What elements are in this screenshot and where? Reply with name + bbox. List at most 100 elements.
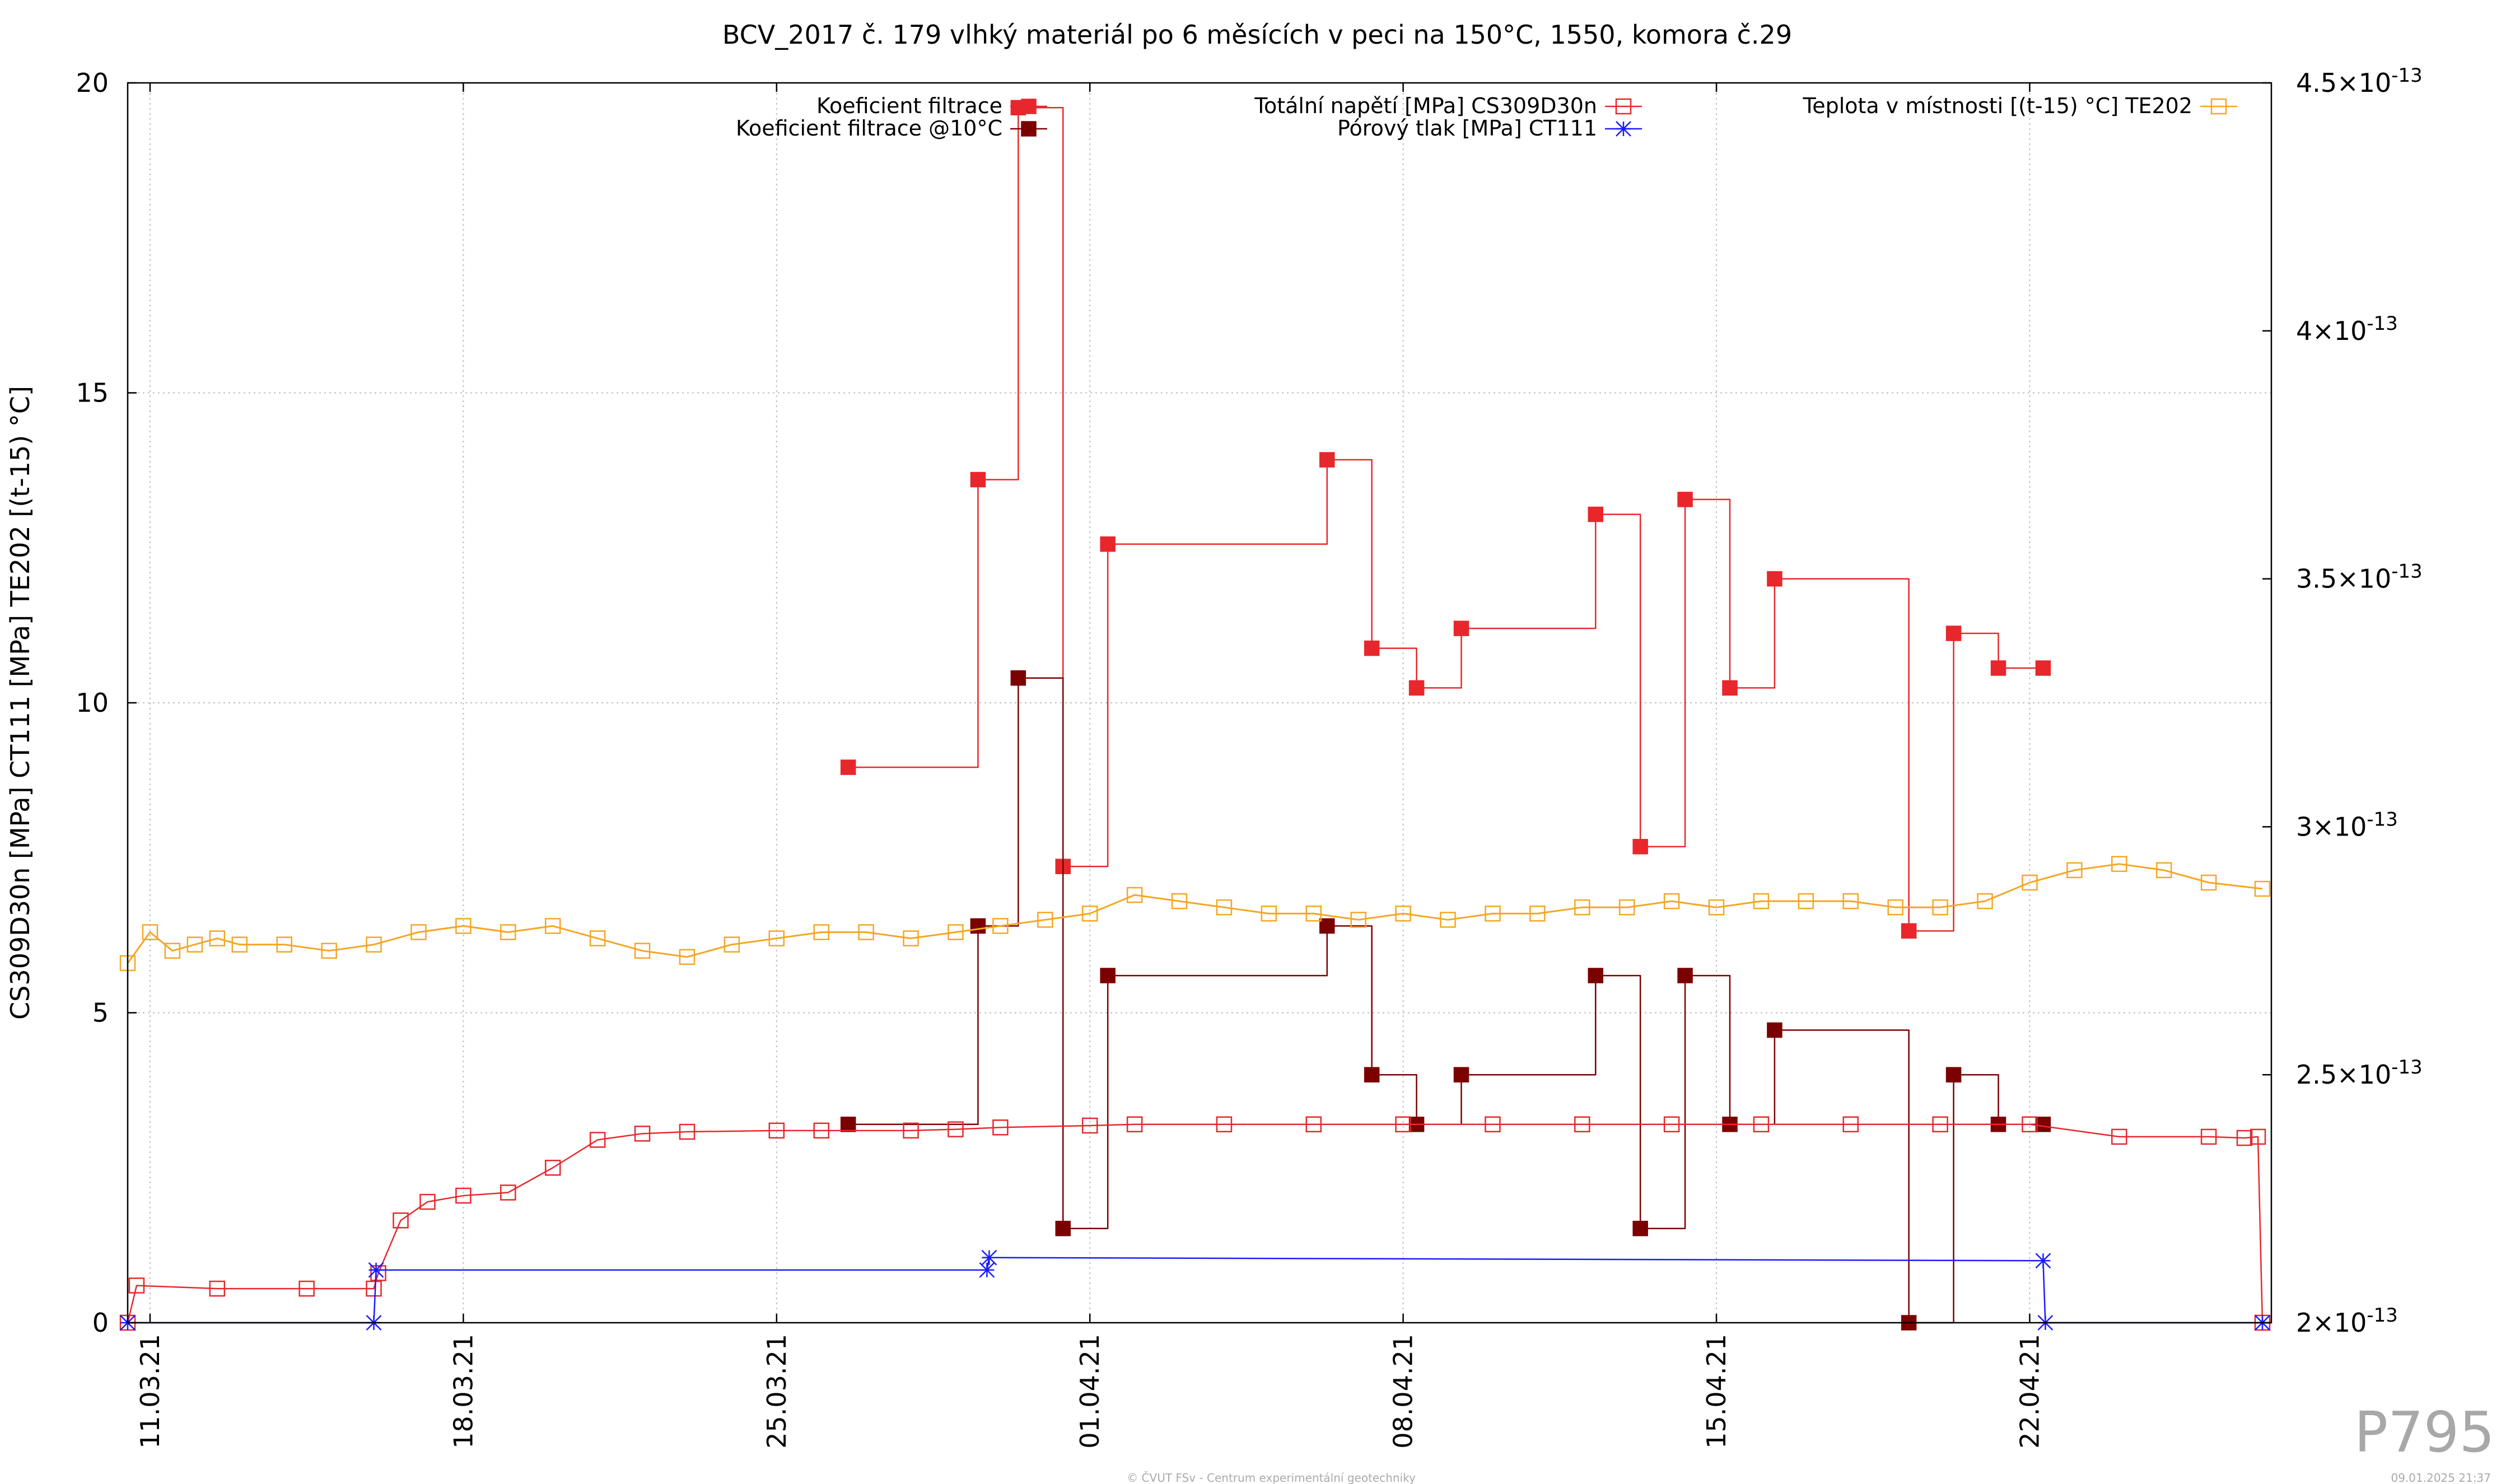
data-point xyxy=(1037,912,1053,928)
series-line xyxy=(848,107,2043,932)
data-point xyxy=(1990,660,2006,676)
legend-label: Koeficient filtrace @10°C xyxy=(736,116,1002,141)
y-tick-label: 15 xyxy=(76,378,109,408)
series-line xyxy=(127,863,2263,964)
data-point xyxy=(2200,1128,2217,1145)
data-point xyxy=(903,930,919,946)
data-point xyxy=(410,924,427,940)
x-tick-label: 01.04.21 xyxy=(1075,1334,1105,1449)
legend-marker xyxy=(1021,99,1037,114)
data-point xyxy=(1408,680,1425,696)
data-point xyxy=(1663,893,1680,909)
data-point xyxy=(1305,1116,1322,1133)
data-point xyxy=(455,1187,472,1204)
x-tick-label: 18.03.21 xyxy=(448,1334,478,1449)
data-point xyxy=(970,472,986,488)
data-point xyxy=(1767,1022,1782,1038)
data-point xyxy=(1261,906,1277,922)
footer-date: 09.01.2025 21:37 xyxy=(2391,1471,2491,1484)
data-point xyxy=(1010,670,1026,686)
data-point xyxy=(840,1117,856,1132)
data-point xyxy=(1901,923,1917,939)
data-point xyxy=(321,942,337,959)
data-point xyxy=(2035,1117,2051,1132)
y2-tick-label: 4.5×10-13 xyxy=(2296,64,2423,98)
data-point xyxy=(419,1193,436,1210)
data-point xyxy=(1932,1116,1948,1133)
data-point xyxy=(393,1212,409,1229)
data-point xyxy=(1932,899,1948,916)
data-point xyxy=(2254,880,2271,897)
data-point xyxy=(970,918,986,934)
data-point xyxy=(1081,1117,1098,1134)
data-point xyxy=(209,930,226,946)
data-point xyxy=(1842,1116,1859,1133)
data-point xyxy=(1588,968,1604,983)
data-point xyxy=(366,1280,382,1297)
chart-title: BCV_2017 č. 179 vlhký materiál po 6 měsí… xyxy=(722,20,1792,50)
data-point xyxy=(679,949,696,965)
y-tick-label: 5 xyxy=(92,998,109,1028)
data-point xyxy=(186,936,203,953)
data-point xyxy=(142,924,158,940)
data-point xyxy=(813,1122,829,1139)
data-point xyxy=(298,1280,315,1297)
x-tick-label: 11.03.21 xyxy=(135,1334,165,1449)
legend-label: Teplota v místnosti [(t-15) °C] TE202 xyxy=(1802,94,2192,118)
data-point xyxy=(1485,906,1501,922)
data-point xyxy=(2035,1253,2051,1269)
data-point xyxy=(634,1126,651,1142)
data-point xyxy=(589,930,606,946)
data-point xyxy=(2200,874,2217,891)
data-point xyxy=(768,930,785,946)
data-point xyxy=(2250,1128,2266,1145)
footer-credit: © ČVUT FSv - Centrum experimentální geot… xyxy=(1127,1471,1416,1484)
data-point xyxy=(2035,660,2051,676)
data-point xyxy=(1453,620,1469,636)
data-point xyxy=(1632,1220,1648,1236)
data-point xyxy=(1574,899,1590,916)
data-point xyxy=(589,1132,606,1148)
data-point xyxy=(1588,506,1604,522)
x-tick-label: 15.04.21 xyxy=(1701,1334,1732,1449)
data-point xyxy=(1395,1116,1411,1133)
data-point xyxy=(164,942,181,959)
data-point xyxy=(724,936,740,953)
legend-label: Koeficient filtrace xyxy=(816,94,1002,118)
data-point xyxy=(981,1249,997,1266)
data-point xyxy=(2236,1130,2253,1146)
data-point xyxy=(1663,1116,1680,1133)
data-point xyxy=(1319,452,1335,468)
x-tick-label: 22.04.21 xyxy=(2014,1334,2045,1449)
data-point xyxy=(2022,874,2038,891)
data-point xyxy=(1126,886,1143,903)
legend-label: Totální napětí [MPa] CS309D30n xyxy=(1254,94,1597,118)
data-point xyxy=(1319,918,1335,934)
data-point xyxy=(1216,1116,1233,1133)
plot-area xyxy=(119,100,2271,1331)
y-tick-label: 20 xyxy=(76,68,109,98)
data-point xyxy=(370,1265,386,1281)
data-point xyxy=(2155,862,2172,879)
y2-tick-label: 2.5×10-13 xyxy=(2296,1056,2423,1090)
data-point xyxy=(634,942,651,959)
data-point xyxy=(1977,893,1993,909)
data-point xyxy=(231,936,248,953)
y2-tick-label: 2×10-13 xyxy=(2296,1304,2398,1338)
data-point xyxy=(500,1184,516,1201)
data-point xyxy=(1081,906,1098,922)
data-point xyxy=(1677,492,1693,507)
y-tick-label: 10 xyxy=(76,688,109,718)
data-point xyxy=(455,918,472,934)
data-point xyxy=(544,1160,561,1176)
data-point xyxy=(128,1277,145,1294)
data-point xyxy=(500,924,516,940)
data-point xyxy=(2022,1116,2038,1133)
data-point xyxy=(1100,536,1116,552)
data-point xyxy=(948,1121,964,1137)
data-point xyxy=(276,936,292,953)
data-point xyxy=(1440,912,1456,928)
data-point xyxy=(1753,1116,1770,1133)
